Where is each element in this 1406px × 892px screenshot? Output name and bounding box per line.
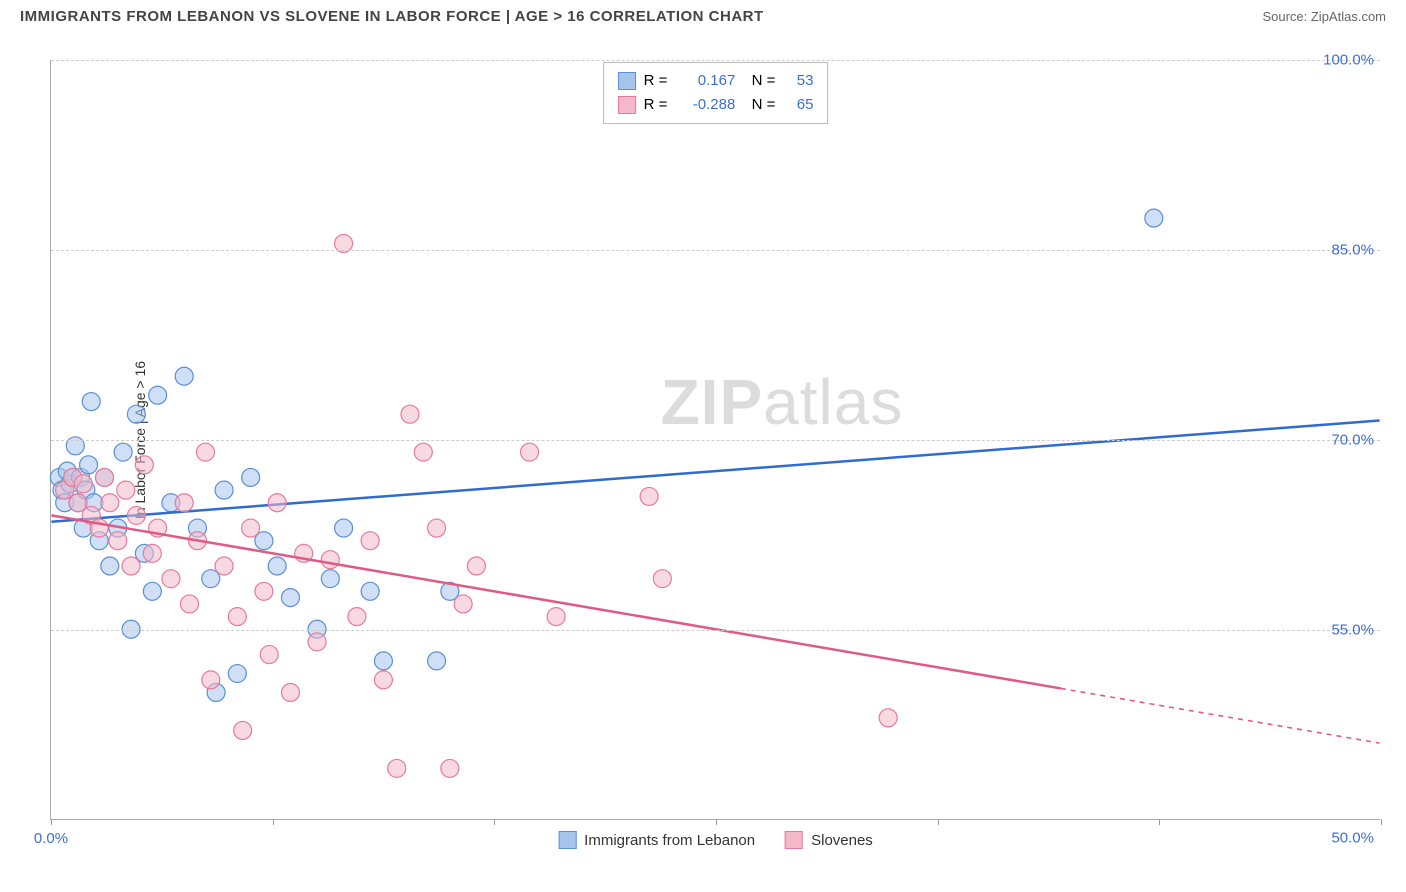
data-point	[321, 570, 339, 588]
legend-swatch	[618, 96, 636, 114]
data-point	[308, 633, 326, 651]
data-point	[388, 759, 406, 777]
data-point	[82, 393, 100, 411]
data-point	[80, 456, 98, 474]
legend-swatch	[785, 831, 803, 849]
data-point	[1145, 209, 1163, 227]
data-point	[467, 557, 485, 575]
chart-plot-area: In Labor Force | Age > 16 ZIPatlas R = 0…	[50, 60, 1380, 820]
data-point	[268, 557, 286, 575]
data-point	[127, 506, 145, 524]
data-point	[879, 709, 897, 727]
x-tick-label: 0.0%	[34, 830, 68, 847]
data-point	[202, 671, 220, 689]
y-tick-label: 100.0%	[1323, 52, 1374, 69]
data-point	[215, 481, 233, 499]
data-point	[101, 557, 119, 575]
data-point	[242, 468, 260, 486]
data-point	[255, 582, 273, 600]
data-point	[547, 608, 565, 626]
legend-row: R = -0.288 N = 65	[618, 93, 814, 117]
data-point	[361, 532, 379, 550]
data-point	[101, 494, 119, 512]
data-point	[401, 405, 419, 423]
chart-title: IMMIGRANTS FROM LEBANON VS SLOVENE IN LA…	[20, 8, 764, 25]
data-point	[215, 557, 233, 575]
data-point	[74, 475, 92, 493]
source-label: Source: ZipAtlas.com	[1262, 9, 1386, 24]
data-point	[335, 519, 353, 537]
legend-item: Slovenes	[785, 831, 873, 849]
legend-swatch	[618, 72, 636, 90]
data-point	[268, 494, 286, 512]
data-point	[117, 481, 135, 499]
data-point	[281, 684, 299, 702]
correlation-legend: R = 0.167 N = 53R = -0.288 N = 65	[603, 62, 829, 124]
data-point	[428, 519, 446, 537]
data-point	[281, 589, 299, 607]
data-point	[521, 443, 539, 461]
legend-swatch	[558, 831, 576, 849]
data-point	[196, 443, 214, 461]
y-tick-label: 55.0%	[1331, 622, 1374, 639]
data-point	[242, 519, 260, 537]
data-point	[175, 494, 193, 512]
y-tick-label: 85.0%	[1331, 242, 1374, 259]
data-point	[114, 443, 132, 461]
legend-row: R = 0.167 N = 53	[618, 69, 814, 93]
data-point	[228, 608, 246, 626]
data-point	[321, 551, 339, 569]
data-point	[122, 557, 140, 575]
data-point	[143, 544, 161, 562]
data-point	[260, 646, 278, 664]
data-point	[135, 456, 153, 474]
data-point	[640, 487, 658, 505]
data-point	[441, 759, 459, 777]
data-point	[234, 721, 252, 739]
y-tick-label: 70.0%	[1331, 432, 1374, 449]
data-point	[428, 652, 446, 670]
data-point	[348, 608, 366, 626]
data-point	[228, 665, 246, 683]
series-legend: Immigrants from Lebanon Slovenes	[558, 831, 873, 849]
data-point	[149, 386, 167, 404]
data-point	[143, 582, 161, 600]
data-point	[96, 468, 114, 486]
data-point	[175, 367, 193, 385]
data-point	[181, 595, 199, 613]
data-point	[414, 443, 432, 461]
data-point	[361, 582, 379, 600]
data-point	[374, 671, 392, 689]
data-point	[162, 570, 180, 588]
data-point	[454, 595, 472, 613]
data-point	[109, 532, 127, 550]
data-point	[653, 570, 671, 588]
data-point	[127, 405, 145, 423]
data-point	[374, 652, 392, 670]
legend-item: Immigrants from Lebanon	[558, 831, 755, 849]
